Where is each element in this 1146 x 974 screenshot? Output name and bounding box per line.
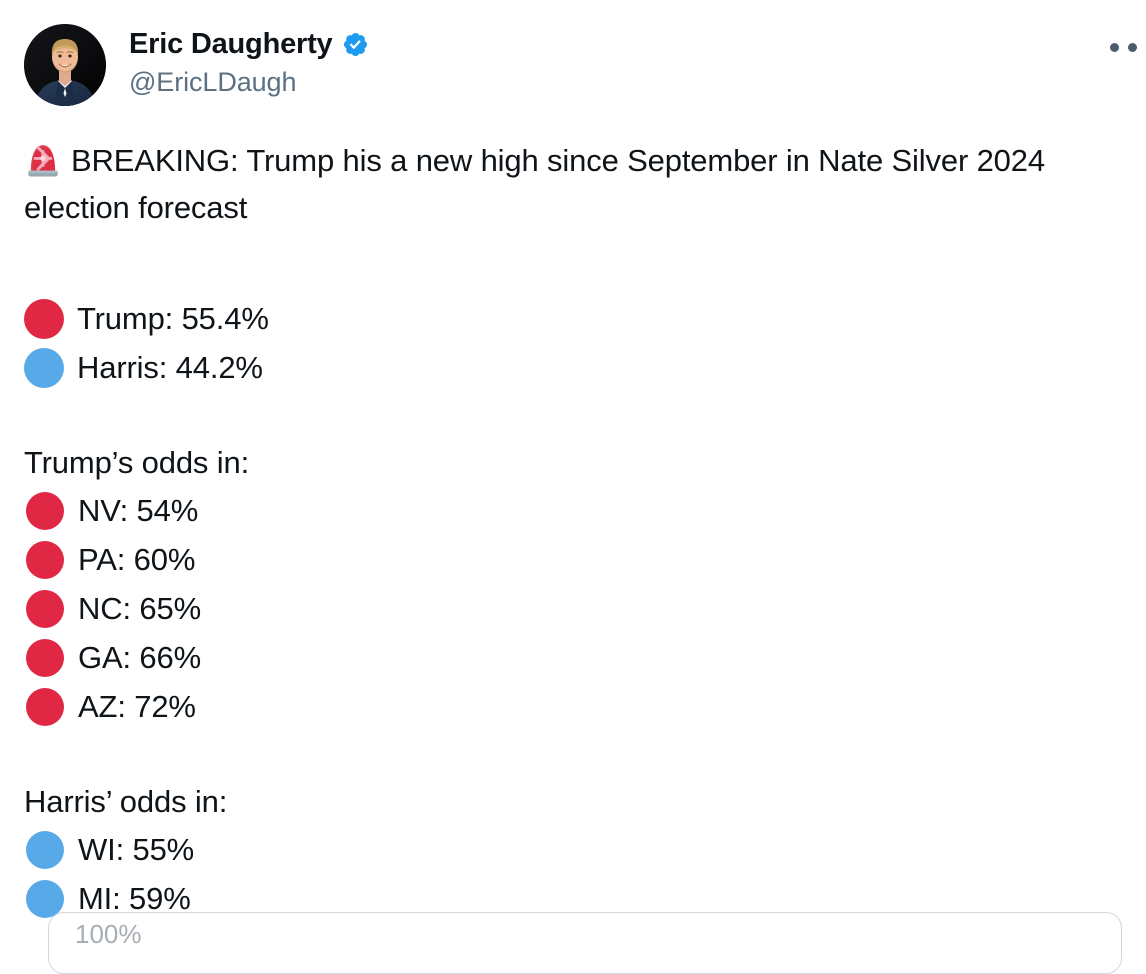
odds-label-az: AZ: 72% bbox=[78, 688, 196, 724]
red-dot-icon bbox=[26, 589, 64, 628]
national-tally-group: Trump: 55.4% Harris: 44.2% bbox=[24, 294, 1122, 392]
spacer bbox=[24, 231, 1122, 278]
harris-odds-heading: Harris’ odds in: bbox=[24, 784, 228, 819]
odds-row-pa: PA: 60% bbox=[24, 535, 1122, 584]
more-dot bbox=[1110, 42, 1119, 52]
headline-text: BREAKING: Trump his a new high since Sep… bbox=[24, 143, 1045, 225]
trump-odds-group: Trump’s odds in: NV: 54% PA: 60% NC: 65%… bbox=[24, 439, 1122, 731]
blue-dot-icon bbox=[24, 347, 64, 388]
odds-row-ga: GA: 66% bbox=[24, 633, 1122, 682]
siren-emoji bbox=[28, 145, 58, 177]
tally-row-harris: Harris: 44.2% bbox=[24, 343, 1122, 392]
user-handle[interactable]: @EricLDaugh bbox=[129, 67, 297, 97]
embedded-card-partial-text: 100% bbox=[75, 919, 142, 949]
display-name: Eric Daugherty bbox=[129, 28, 333, 60]
odds-row-nv: NV: 54% bbox=[24, 486, 1122, 535]
spacer bbox=[24, 392, 1122, 439]
blue-dot-icon bbox=[26, 830, 64, 869]
tally-label-harris: Harris: 44.2% bbox=[77, 349, 263, 385]
embedded-media-card[interactable]: 100% bbox=[48, 912, 1122, 974]
odds-label-nv: NV: 54% bbox=[78, 492, 199, 528]
odds-row-wi: WI: 55% bbox=[24, 825, 1122, 874]
harris-odds-group: Harris’ odds in: WI: 55% MI: 59% bbox=[24, 778, 1122, 923]
trump-odds-heading: Trump’s odds in: bbox=[24, 445, 250, 480]
odds-row-nc: NC: 65% bbox=[24, 584, 1122, 633]
odds-row-mi: MI: 59% bbox=[24, 874, 1122, 923]
odds-label-wi: WI: 55% bbox=[78, 831, 195, 867]
tally-label-trump: Trump: 55.4% bbox=[77, 300, 269, 336]
odds-row-az: AZ: 72% bbox=[24, 682, 1122, 731]
red-dot-icon bbox=[26, 687, 64, 726]
odds-label-mi: MI: 59% bbox=[78, 880, 191, 916]
verified-check-icon bbox=[343, 32, 367, 56]
identity-block: Eric Daugherty @EricLDaugh bbox=[129, 24, 369, 98]
odds-label-ga: GA: 66% bbox=[78, 639, 202, 675]
blue-dot-icon bbox=[26, 879, 64, 918]
odds-label-nc: NC: 65% bbox=[78, 590, 201, 626]
tweet-body: BREAKING: Trump his a new high since Sep… bbox=[0, 137, 1146, 923]
more-dot bbox=[1128, 42, 1137, 52]
odds-label-pa: PA: 60% bbox=[78, 541, 196, 577]
avatar[interactable] bbox=[24, 24, 106, 106]
red-dot-icon bbox=[26, 491, 64, 530]
name-row[interactable]: Eric Daugherty bbox=[129, 26, 369, 62]
red-dot-icon bbox=[26, 540, 64, 579]
more-options-icon[interactable] bbox=[1110, 37, 1146, 57]
tweet-header: Eric Daugherty @EricLDaugh bbox=[0, 0, 1146, 106]
red-dot-icon bbox=[26, 638, 64, 677]
red-dot-icon bbox=[24, 298, 64, 339]
tweet-headline: BREAKING: Trump his a new high since Sep… bbox=[24, 137, 1094, 231]
spacer bbox=[24, 731, 1122, 778]
tally-row-trump: Trump: 55.4% bbox=[24, 294, 1122, 343]
